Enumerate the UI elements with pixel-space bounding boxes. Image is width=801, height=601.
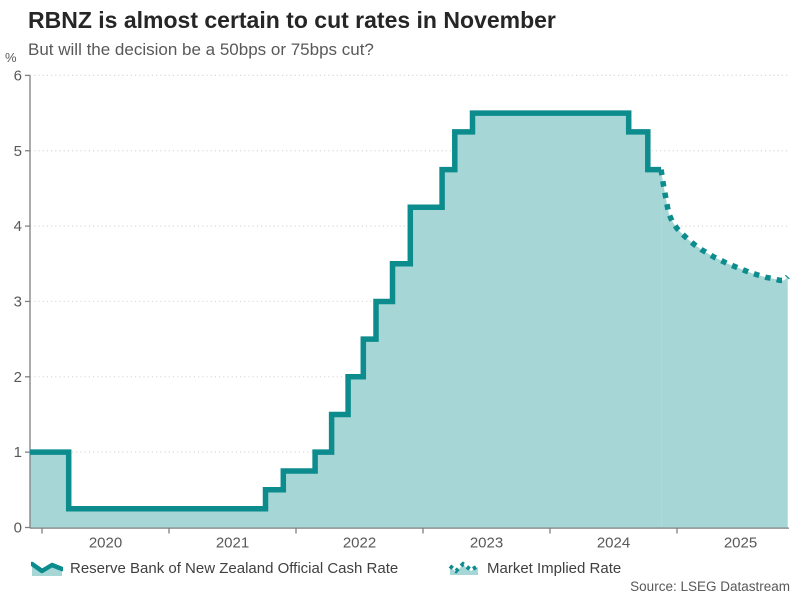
y-tick-label: 1 xyxy=(14,444,22,461)
y-axis-unit-label: % xyxy=(5,50,17,65)
legend-item-ocr: Reserve Bank of New Zealand Official Cas… xyxy=(31,558,398,578)
legend-label-implied: Market Implied Rate xyxy=(487,559,622,577)
legend-label-ocr: Reserve Bank of New Zealand Official Cas… xyxy=(70,559,399,577)
y-tick-label: 4 xyxy=(14,218,22,235)
implied-rate-line xyxy=(658,169,790,284)
x-tick-label: 2020 xyxy=(89,535,122,549)
y-tick-label: 5 xyxy=(14,143,22,160)
x-tick-label: 2022 xyxy=(343,535,376,549)
chart-subtitle: But will the decision be a 50bps or 75bp… xyxy=(28,40,374,59)
x-tick-label: 2021 xyxy=(216,535,249,549)
area-series-icon xyxy=(31,561,63,576)
legend-item-implied: Market Implied Rate xyxy=(448,558,621,578)
cash-rate-line xyxy=(29,110,662,512)
chart-title: RBNZ is almost certain to cut rates in N… xyxy=(28,7,556,33)
y-tick-label: 6 xyxy=(14,67,22,84)
x-tick-label: 2023 xyxy=(470,535,503,549)
x-tick-label: 2024 xyxy=(597,535,630,549)
dotted-series-icon xyxy=(448,561,479,575)
y-tick-label: 2 xyxy=(14,369,22,386)
x-tick-label: 2025 xyxy=(724,535,757,549)
source-attribution: Source: LSEG Datastream xyxy=(630,579,790,594)
y-tick-label: 3 xyxy=(14,293,22,310)
y-tick-label: 0 xyxy=(14,520,22,537)
implied-rate-area xyxy=(661,169,788,528)
cash-rate-area xyxy=(29,113,662,528)
rate-step-chart: 0 1 2 3 4 5 6 2020 2021 2022 2023 2024 2025 xyxy=(14,67,790,549)
